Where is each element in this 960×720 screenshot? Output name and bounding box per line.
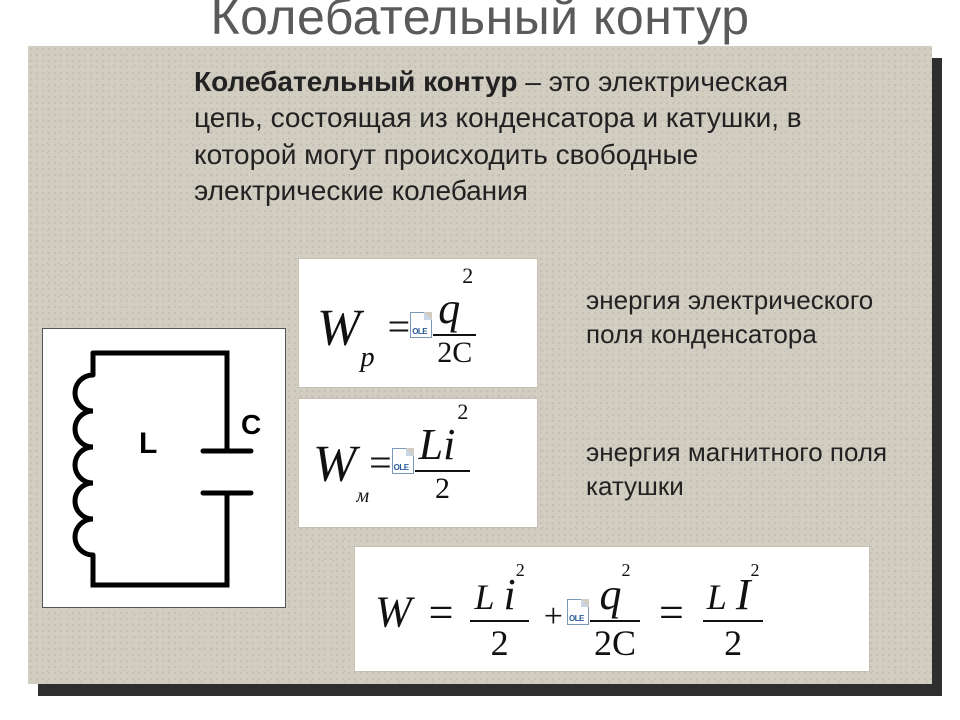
equals-sign: = [388,304,411,349]
f3-t2e: 2 [621,560,630,580]
ole-icon [392,448,414,474]
circuit-label-c: C [241,409,261,441]
f3-t2n: q [599,570,621,619]
circuit-diagram: L C [42,328,286,608]
formula-card-magnetic: Wм= Li2 2 [298,398,538,528]
desc-magnetic: энергия магнитного поля катушки [586,436,916,504]
f3-t3d: 2 [703,620,764,664]
ole-icon [567,599,589,625]
formula-total: W = L i2 2 + q2 2C = L I2 2 [375,569,763,664]
f3-t3b: I [736,570,751,619]
formula-card-electric: Wр = q2 2C [298,258,538,388]
f1-num: q [438,284,460,333]
slide: Колебательный контур Колебательный конту… [0,0,960,720]
f3-t1b: i [504,570,516,619]
definition-term: Колебательный контур [194,66,517,97]
circuit-label-l: L [139,427,157,461]
f2-num-b: i [443,420,455,469]
f1-sub: р [360,342,374,373]
definition-text: Колебательный контур – это электрическая… [194,64,844,210]
formula-card-total: W = L i2 2 + q2 2C = L I2 2 [354,546,870,672]
equals-sign: = [429,588,454,637]
f1-exp: 2 [462,263,473,288]
f1-lhs: W [317,299,360,356]
f2-sub: м [356,485,369,507]
f3-lhs: W [375,588,412,637]
equals-sign: = [659,588,684,637]
desc-electric: энергия электрического поля конденсатора [586,284,916,352]
page-title: Колебательный контур [0,0,960,46]
f2-exp: 2 [457,399,468,424]
f2-num-a: L [419,420,443,469]
f2-den: 2 [415,470,471,506]
ole-icon [410,312,432,338]
circuit-svg [43,329,287,609]
formula-magnetic: Wм= Li2 2 [313,425,470,512]
plus-sign: + [544,598,563,635]
f3-t2d: 2C [590,620,640,664]
equals-sign: = [369,440,392,485]
f1-den: 2C [437,336,472,369]
content-panel: Колебательный контур – это электрическая… [28,46,932,684]
f3-t3a: L [707,577,727,617]
formula-electric: Wр = q2 2C [317,289,476,376]
f3-t1e: 2 [516,560,525,580]
f2-lhs: W [313,435,356,492]
f3-t1d: 2 [470,620,528,664]
f3-t1a: L [474,577,494,617]
f3-t3e: 2 [750,560,759,580]
